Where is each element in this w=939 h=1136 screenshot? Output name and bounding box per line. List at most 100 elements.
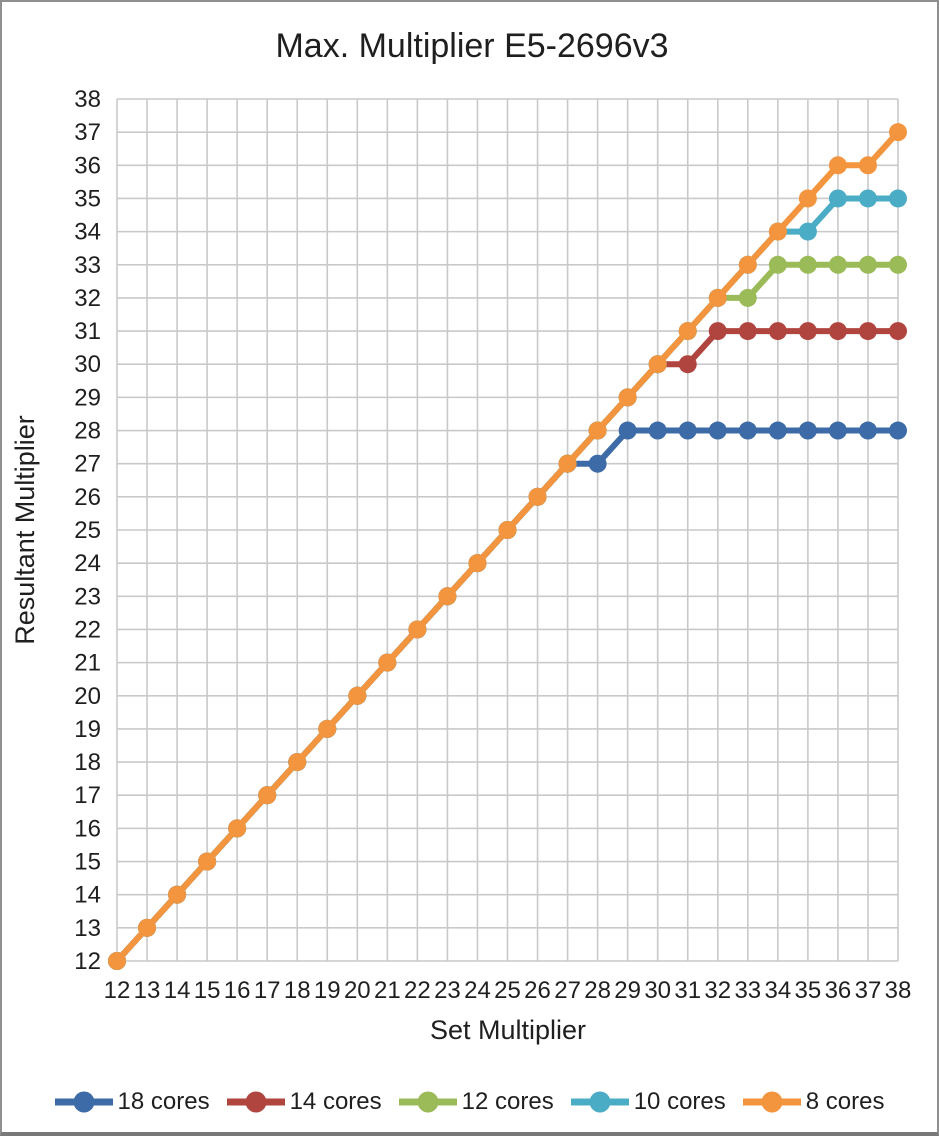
y-tick-label: 19 xyxy=(74,716,101,743)
data-point-12-cores xyxy=(828,255,847,274)
data-point-18-cores xyxy=(828,421,847,440)
y-tick-label: 38 xyxy=(74,86,101,113)
x-tick-label: 35 xyxy=(795,977,822,1004)
x-tick-label: 18 xyxy=(284,977,311,1004)
y-tick-label: 35 xyxy=(74,185,101,212)
y-tick-label: 27 xyxy=(74,451,101,478)
data-point-18-cores xyxy=(798,421,817,440)
data-point-8-cores xyxy=(889,123,907,142)
x-tick-label: 29 xyxy=(614,977,641,1004)
data-point-18-cores xyxy=(889,421,907,440)
x-tick-label: 28 xyxy=(584,977,611,1004)
legend-dot-icon xyxy=(589,1091,611,1113)
data-point-8-cores xyxy=(318,719,337,738)
y-tick-label: 15 xyxy=(74,849,101,876)
data-point-10-cores xyxy=(828,189,847,208)
data-point-8-cores xyxy=(618,388,637,407)
data-point-8-cores xyxy=(258,786,277,805)
x-tick-label: 26 xyxy=(524,977,551,1004)
x-tick-label: 33 xyxy=(734,977,761,1004)
legend-item-10-cores: 10 cores xyxy=(570,1088,726,1116)
data-point-18-cores xyxy=(738,421,757,440)
data-point-8-cores xyxy=(648,355,667,374)
legend-item-8-cores: 8 cores xyxy=(742,1088,885,1116)
data-point-12-cores xyxy=(798,255,817,274)
y-tick-label: 37 xyxy=(74,119,101,146)
x-tick-label: 19 xyxy=(314,977,341,1004)
legend: 18 cores 14 cores 12 cores 10 cores 8 cores xyxy=(2,1088,937,1116)
y-tick-label: 18 xyxy=(74,749,101,776)
x-tick-label: 24 xyxy=(464,977,491,1004)
data-point-10-cores xyxy=(889,189,907,208)
y-tick-label: 32 xyxy=(74,285,101,312)
legend-dot-icon xyxy=(73,1091,95,1113)
data-point-18-cores xyxy=(768,421,787,440)
x-tick-label: 27 xyxy=(554,977,581,1004)
x-tick-label: 30 xyxy=(644,977,671,1004)
x-tick-label: 31 xyxy=(674,977,701,1004)
data-point-12-cores xyxy=(889,255,907,274)
data-point-14-cores xyxy=(738,322,757,341)
data-point-12-cores xyxy=(858,255,877,274)
legend-item-14-cores: 14 cores xyxy=(226,1088,382,1116)
chart-title: Max. Multiplier E5-2696v3 xyxy=(275,27,668,65)
legend-dot-icon xyxy=(245,1091,267,1113)
x-tick-label: 17 xyxy=(254,977,281,1004)
data-point-8-cores xyxy=(228,819,247,838)
x-tick-label: 12 xyxy=(104,977,131,1004)
data-point-8-cores xyxy=(468,554,487,573)
y-tick-label: 34 xyxy=(74,219,101,246)
legend-dot-icon xyxy=(761,1091,783,1113)
data-point-12-cores xyxy=(768,255,787,274)
y-tick-label: 30 xyxy=(74,351,101,378)
data-point-8-cores xyxy=(108,952,126,970)
y-tick-label: 33 xyxy=(74,252,101,279)
data-point-18-cores xyxy=(588,454,607,473)
x-tick-label: 16 xyxy=(224,977,251,1004)
data-point-8-cores xyxy=(378,653,397,672)
data-point-18-cores xyxy=(648,421,667,440)
y-tick-label: 36 xyxy=(74,152,101,179)
y-tick-label: 26 xyxy=(74,484,101,511)
y-tick-label: 25 xyxy=(74,517,101,544)
legend-marker-icon xyxy=(226,1091,285,1113)
data-point-8-cores xyxy=(708,288,727,307)
data-point-18-cores xyxy=(858,421,877,440)
data-point-14-cores xyxy=(708,322,727,341)
legend-label: 8 cores xyxy=(805,1088,885,1115)
data-point-12-cores xyxy=(738,288,757,307)
legend-item-18-cores: 18 cores xyxy=(54,1088,210,1116)
x-tick-label: 38 xyxy=(885,977,912,1004)
x-tick-label: 22 xyxy=(404,977,431,1004)
data-point-8-cores xyxy=(348,686,367,705)
legend-label: 12 cores xyxy=(461,1088,554,1115)
legend-label: 14 cores xyxy=(289,1088,382,1115)
x-tick-label: 34 xyxy=(764,977,791,1004)
data-point-8-cores xyxy=(828,156,847,175)
data-point-8-cores xyxy=(138,918,157,937)
y-tick-label: 31 xyxy=(74,318,101,345)
x-axis-title: Set Multiplier xyxy=(430,1015,586,1045)
legend-dot-icon xyxy=(417,1091,439,1113)
y-axis-title: Resultant Multiplier xyxy=(10,415,40,645)
x-tick-label: 15 xyxy=(194,977,221,1004)
data-point-10-cores xyxy=(798,222,817,241)
y-tick-label: 16 xyxy=(74,815,101,842)
x-tick-label: 23 xyxy=(434,977,461,1004)
legend-item-12-cores: 12 cores xyxy=(398,1088,554,1116)
data-point-8-cores xyxy=(528,487,547,506)
y-tick-label: 12 xyxy=(74,948,101,975)
legend-marker-icon xyxy=(742,1091,801,1113)
y-tick-label: 17 xyxy=(74,782,101,809)
x-tick-label: 14 xyxy=(164,977,191,1004)
x-tick-label: 25 xyxy=(494,977,521,1004)
y-tick-label: 20 xyxy=(74,683,101,710)
y-tick-label: 23 xyxy=(74,583,101,610)
legend-marker-icon xyxy=(570,1091,629,1113)
y-tick-label: 28 xyxy=(74,418,101,445)
data-point-8-cores xyxy=(738,255,757,274)
data-point-14-cores xyxy=(798,322,817,341)
x-tick-label: 20 xyxy=(344,977,371,1004)
data-point-18-cores xyxy=(708,421,727,440)
